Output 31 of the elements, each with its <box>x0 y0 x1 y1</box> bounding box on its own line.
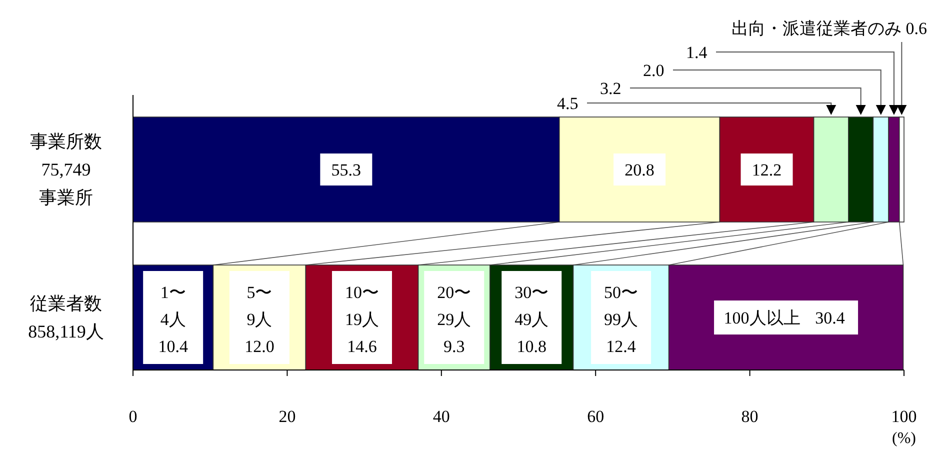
series-label: 5〜9人 <box>246 283 272 329</box>
annotation: 3.2 <box>600 79 622 98</box>
series-label: 30〜49人 <box>514 283 549 329</box>
series-label: 100人以上 <box>724 308 800 328</box>
x-tick-label: 100 <box>891 407 917 426</box>
data-label: 10.4 <box>158 337 188 356</box>
series-label: 10〜19人 <box>344 283 379 329</box>
data-label: 9.3 <box>443 337 465 356</box>
y-tick-label: 従業者数 858,119人 <box>28 294 104 342</box>
data-label: 12.0 <box>244 337 274 356</box>
x-tick-label: 0 <box>128 407 138 426</box>
data-label: 55.3 <box>331 160 362 180</box>
data-label: 10.8 <box>516 337 546 356</box>
data-label: 14.6 <box>347 337 377 356</box>
text: 出向・派遣従業者のみ 0.6 <box>732 19 927 38</box>
y-tick-label: 事業所数 75,749 事業所 <box>30 132 102 208</box>
x-tick-label: 40 <box>432 407 450 426</box>
text: 1.4 <box>686 43 708 62</box>
x-tick-label: 20 <box>278 407 296 426</box>
data-label: 20.8 <box>624 160 654 180</box>
data-label: 30.4 <box>815 308 846 328</box>
x-tick-label: 60 <box>587 407 604 426</box>
x-tick-label: 80 <box>741 407 758 426</box>
text: 2.0 <box>643 61 664 80</box>
data-label: 12.2 <box>752 160 782 180</box>
series-label: 50〜99人 <box>604 283 638 329</box>
series-label: 20〜29人 <box>437 283 472 329</box>
x-axis-title: (%) <box>892 430 916 447</box>
data-label: 12.4 <box>606 337 636 356</box>
annotation: 4.5 <box>557 94 578 113</box>
series-label: 1〜4人 <box>160 283 186 329</box>
